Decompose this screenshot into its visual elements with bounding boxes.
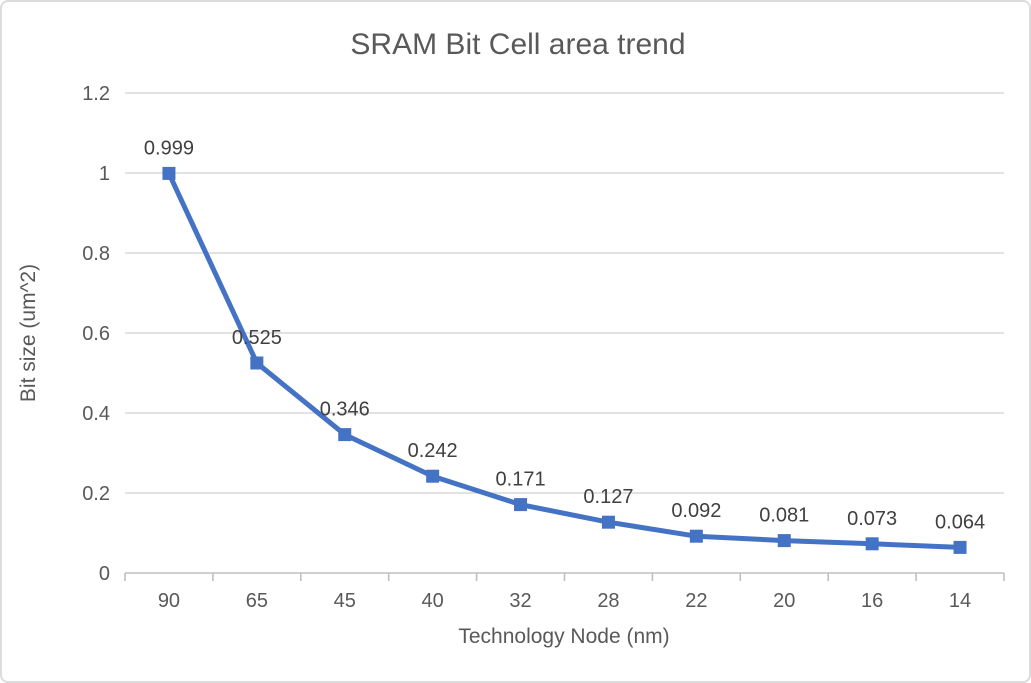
data-point-marker	[865, 537, 879, 551]
x-axis-title: Technology Node (nm)	[458, 625, 669, 648]
data-point-marker	[338, 428, 352, 442]
y-axis-tick-labels: 0 0.2 0.4 0.6 0.8 1 1.2	[82, 83, 110, 585]
data-point-marker	[777, 534, 791, 548]
data-label: 0.081	[759, 505, 809, 527]
data-label: 0.346	[320, 399, 370, 421]
data-labels: 0.999 0.525 0.346 0.242 0.171 0.127 0.092 0.081…	[144, 137, 985, 533]
y-tick-label: 0.2	[82, 483, 110, 505]
x-tick-label: 16	[861, 590, 883, 612]
x-tick-label: 32	[509, 590, 531, 612]
y-tick-label: 1.2	[82, 83, 110, 105]
x-tick-label: 45	[334, 590, 356, 612]
x-tick-label: 20	[773, 590, 795, 612]
data-label: 0.127	[583, 486, 633, 508]
y-tick-label: 0.4	[82, 403, 110, 425]
data-label: 0.242	[408, 440, 458, 462]
y-tick-label: 0.8	[82, 243, 110, 265]
data-point-marker	[601, 515, 615, 529]
y-tick-label: 0	[99, 563, 110, 585]
data-label: 0.092	[671, 500, 721, 522]
data-label: 0.999	[144, 137, 194, 159]
data-point-marker	[250, 356, 264, 370]
data-point-marker	[426, 469, 440, 483]
x-tick-label: 22	[685, 590, 707, 612]
x-tick-label: 28	[597, 590, 619, 612]
y-tick-label: 0.6	[82, 323, 110, 345]
data-label: 0.171	[496, 469, 546, 491]
data-series	[166, 170, 963, 550]
x-tick-label: 90	[158, 590, 180, 612]
gridlines	[125, 92, 1004, 494]
data-point-marker	[162, 166, 176, 180]
data-point-marker	[689, 529, 703, 543]
data-point-marker	[514, 498, 528, 512]
axes	[124, 572, 1005, 581]
data-label: 0.064	[935, 511, 985, 533]
data-label: 0.525	[232, 327, 282, 349]
x-axis-tick-labels: 90 65 45 40 32 28 22 20 16 14	[158, 590, 971, 612]
y-tick-label: 1	[99, 163, 110, 185]
x-tick-label: 65	[246, 590, 268, 612]
x-tick-label: 14	[949, 590, 971, 612]
data-point-marker	[953, 540, 967, 554]
data-label: 0.073	[847, 508, 897, 530]
x-tick-label: 40	[422, 590, 444, 612]
series-line	[166, 170, 963, 550]
data-point-markers	[162, 166, 967, 554]
chart-title: SRAM Bit Cell area trend	[350, 28, 685, 61]
y-axis-title: Bit size (um^2)	[17, 264, 40, 402]
